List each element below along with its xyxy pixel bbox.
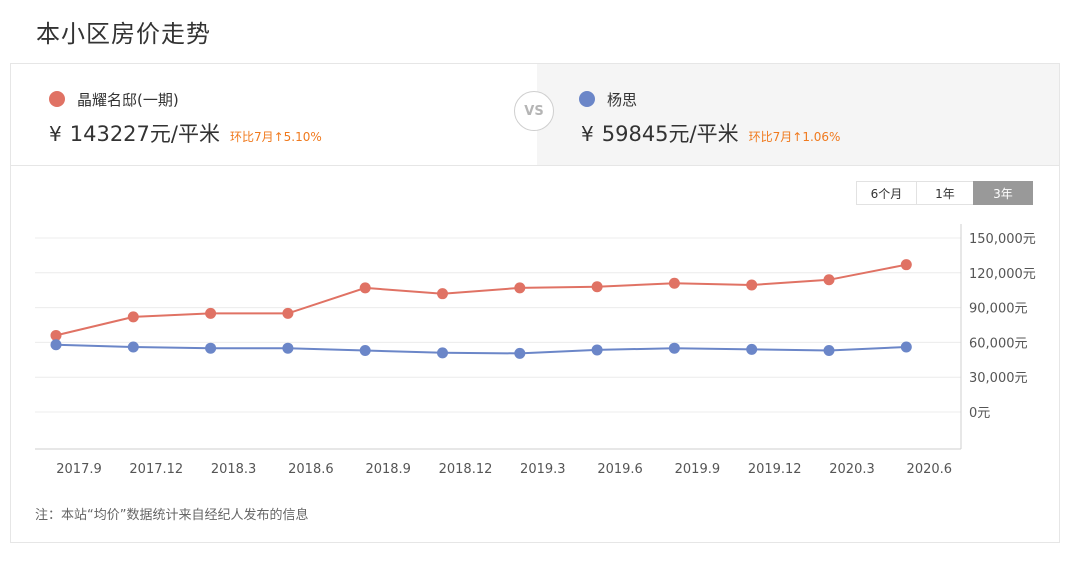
left-name-row: 晶耀名邸(一期): [49, 88, 179, 110]
data-point: [591, 344, 603, 356]
data-point: [900, 341, 912, 353]
left-price-row: ¥ 143227元/平米 环比7月↑5.10%: [49, 118, 322, 146]
data-point: [514, 347, 526, 359]
x-tick-label: 2019.6: [597, 462, 643, 477]
x-tick-label: 2017.9: [56, 462, 102, 477]
right-price-row: ¥ 59845元/平米 环比7月↑1.06%: [581, 118, 840, 146]
y-tick-label: 90,000元: [969, 302, 1028, 317]
x-tick-label: 2018.12: [439, 462, 493, 477]
tab-1-year[interactable]: 1年: [916, 181, 974, 205]
x-tick-label: 2018.3: [211, 462, 257, 477]
footnote: 注：本站“均价”数据统计来自经纪人发布的信息: [35, 508, 309, 523]
y-tick-label: 150,000元: [969, 232, 1036, 247]
data-point: [50, 329, 62, 341]
data-point: [823, 345, 835, 357]
data-point: [359, 345, 371, 357]
data-point: [127, 341, 139, 353]
left-change-badge: 环比7月↑5.10%: [229, 130, 322, 144]
left-price: 143227元/平米: [69, 122, 220, 146]
data-point: [591, 281, 603, 293]
data-point: [282, 342, 294, 354]
data-point: [282, 307, 294, 319]
data-point: [437, 288, 448, 300]
right-area-name: 杨思: [607, 90, 638, 109]
right-price: 59845元/平米: [601, 122, 739, 146]
data-point: [437, 347, 448, 359]
vs-badge: VS: [514, 91, 554, 131]
data-point: [205, 307, 217, 319]
page-title: 本小区房价走势: [36, 20, 211, 48]
data-point: [127, 311, 139, 323]
data-point: [823, 274, 835, 286]
y-tick-label: 60,000元: [969, 336, 1028, 351]
range-tabs: 6个月 1年 3年: [856, 181, 1033, 205]
right-name-row: 杨思: [579, 88, 637, 110]
data-point: [746, 279, 758, 291]
x-tick-label: 2018.9: [365, 462, 411, 477]
right-currency-symbol: ¥: [581, 122, 594, 146]
x-tick-label: 2017.12: [129, 462, 183, 477]
data-point: [359, 282, 371, 294]
right-change-badge: 环比7月↑1.06%: [748, 130, 841, 144]
x-tick-label: 2019.12: [748, 462, 802, 477]
compare-header: 晶耀名邸(一期) ¥ 143227元/平米 环比7月↑5.10% 杨思 ¥ 59…: [11, 64, 1059, 166]
left-series-dot-icon: [49, 91, 65, 107]
data-point: [205, 342, 217, 354]
price-trend-chart: 150,000元 120,000元 90,000元 60,000元 30,000元 0元 2…: [35, 224, 1036, 477]
tab-3-years[interactable]: 3年: [973, 181, 1033, 205]
data-point: [746, 343, 758, 355]
left-community-name: 晶耀名邸(一期): [77, 90, 179, 109]
compare-left: 晶耀名邸(一期) ¥ 143227元/平米 环比7月↑5.10%: [11, 64, 537, 165]
series-line-1: [55, 263, 907, 337]
data-point: [668, 277, 680, 289]
y-tick-label: 0元: [969, 406, 990, 421]
data-point: [50, 339, 62, 351]
data-point: [900, 259, 912, 271]
x-tick-label: 2019.3: [520, 462, 566, 477]
x-tick-label: 2018.6: [288, 462, 334, 477]
left-currency-symbol: ¥: [49, 122, 62, 146]
tab-6-months[interactable]: 6个月: [856, 181, 917, 205]
x-tick-label: 2020.3: [829, 462, 875, 477]
right-series-dot-icon: [579, 91, 595, 107]
x-tick-label: 2020.6: [907, 462, 953, 477]
data-point: [514, 282, 526, 294]
data-point: [668, 342, 680, 354]
compare-right: 杨思 ¥ 59845元/平米 环比7月↑1.06%: [537, 64, 1059, 165]
y-tick-label: 120,000元: [969, 267, 1036, 282]
series-line-2: [55, 343, 907, 355]
y-tick-label: 30,000元: [969, 371, 1028, 386]
price-trend-panel: 晶耀名邸(一期) ¥ 143227元/平米 环比7月↑5.10% 杨思 ¥ 59…: [10, 63, 1060, 543]
x-tick-label: 2019.9: [675, 462, 721, 477]
